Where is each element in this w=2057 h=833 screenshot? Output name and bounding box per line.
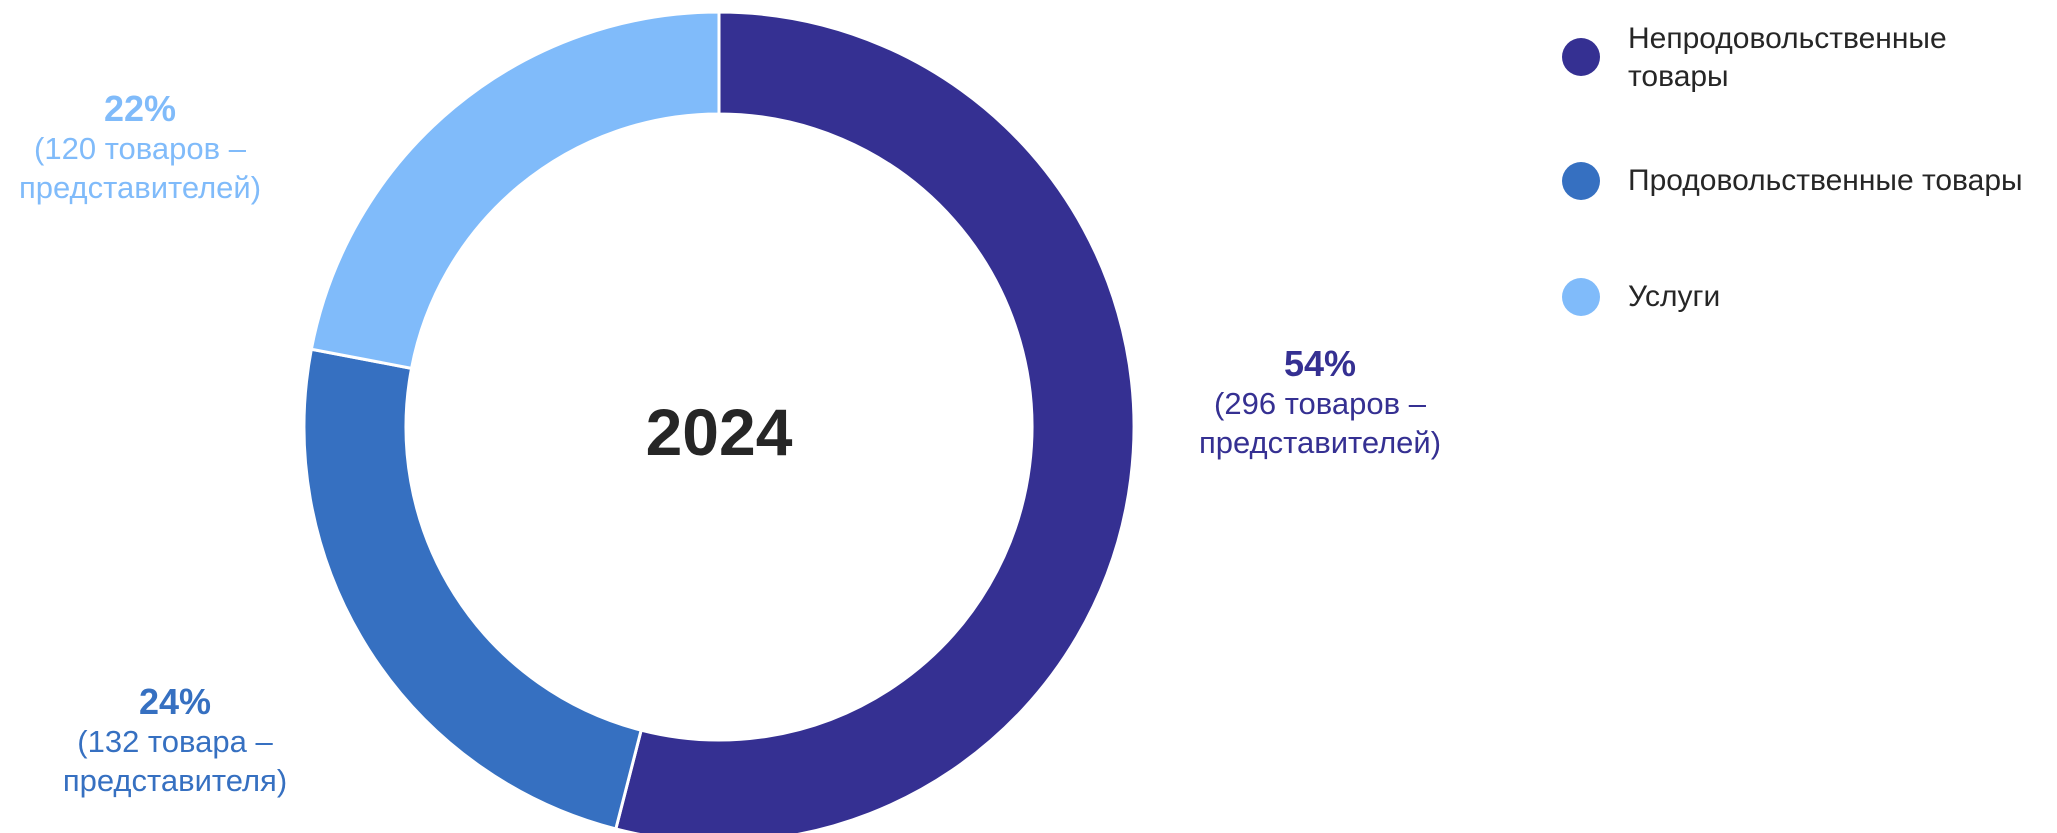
data-label-food: 24% (132 товара – представителя) [30, 682, 320, 800]
donut-slices [302, 10, 1136, 833]
data-label-detail: (296 товаров – представителей) [1198, 386, 1442, 460]
legend-marker [1562, 38, 1600, 76]
slice-services [309, 10, 721, 371]
legend-label: Услуги [1628, 280, 1721, 313]
slice-food [302, 347, 643, 831]
legend-marker [1562, 278, 1600, 316]
data-label-percent: 24% [138, 681, 212, 722]
data-label-services: 22% (120 товаров – представителей) [0, 89, 280, 207]
slice-non-food [613, 10, 1136, 833]
data-label-detail: (120 товаров – представителей) [18, 131, 262, 205]
legend-item-services: Услуги [1562, 278, 2048, 316]
legend-item-non-food: Непродовольственные товары [1562, 20, 2048, 96]
legend-label: Непродовольственные товары [1628, 22, 1947, 93]
data-label-non-food: 54% (296 товаров – представителей) [1180, 344, 1460, 462]
center-year-label: 2024 [646, 395, 793, 469]
data-label-percent: 22% [103, 88, 177, 129]
legend-item-food: Продовольственные товары [1562, 162, 2048, 200]
data-label-detail: (132 товара – представителя) [62, 724, 288, 798]
data-label-percent: 54% [1283, 343, 1357, 384]
legend-label: Продовольственные товары [1628, 164, 2023, 197]
legend-marker [1562, 162, 1600, 200]
